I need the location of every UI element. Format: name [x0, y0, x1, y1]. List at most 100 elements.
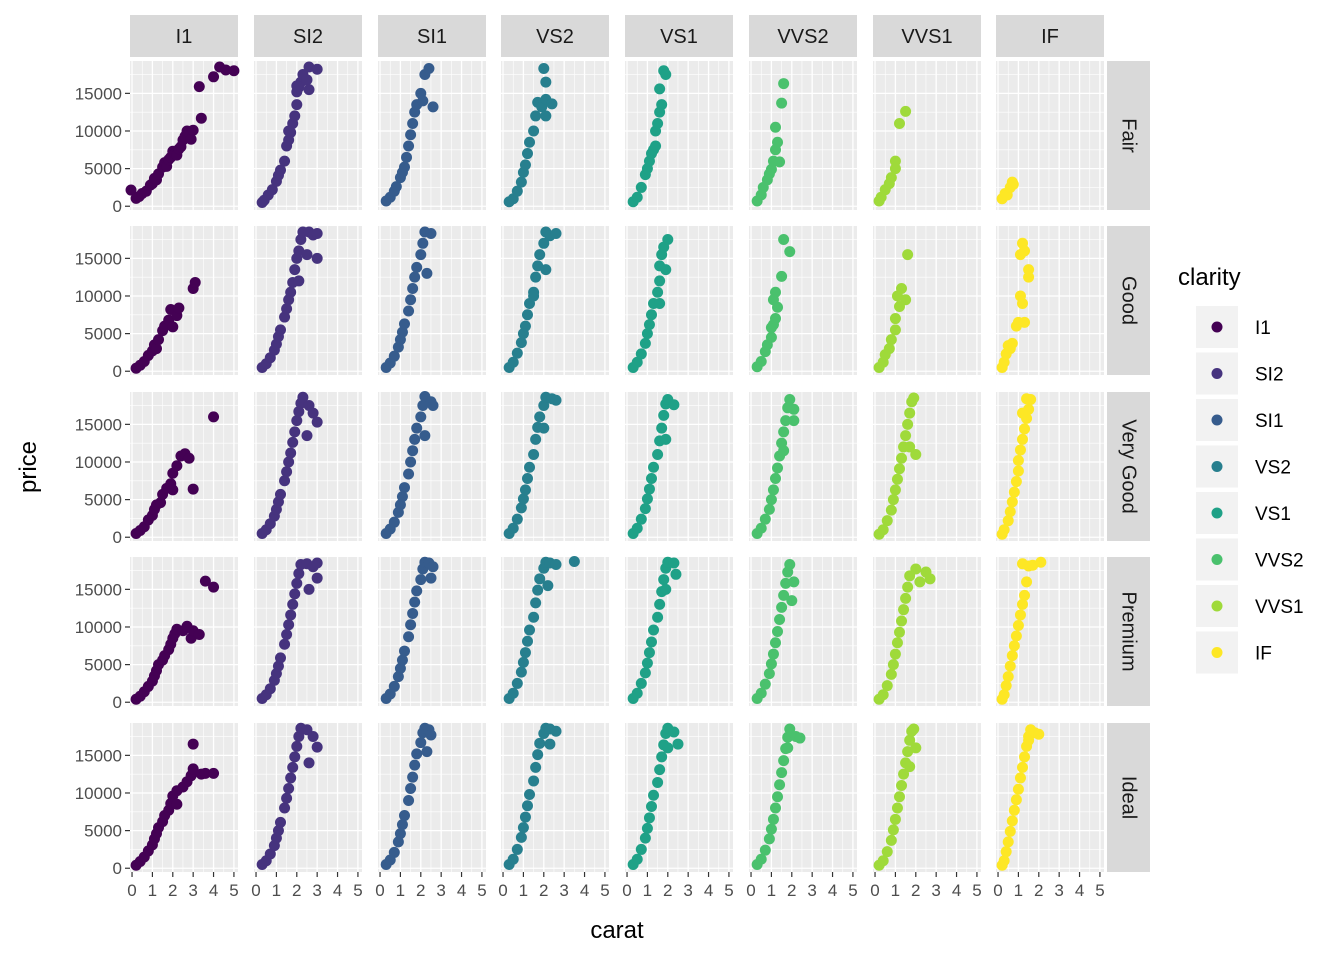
data-point: [652, 611, 664, 623]
legend-swatch: [1211, 554, 1223, 565]
y-tick-label: 15000: [75, 249, 122, 268]
data-point: [515, 831, 527, 843]
data-point: [396, 491, 408, 503]
data-point: [635, 348, 647, 360]
data-point: [772, 791, 784, 803]
legend-label: VS2: [1255, 458, 1291, 479]
data-point: [648, 461, 660, 473]
data-point: [643, 812, 655, 824]
strip-background: [1107, 557, 1150, 706]
legend-item-si1: SI1: [1196, 399, 1284, 441]
data-point: [409, 596, 421, 608]
data-point: [774, 156, 786, 168]
strip-background: [1107, 226, 1150, 375]
data-point: [208, 767, 220, 779]
x-tick-label: 0: [746, 881, 755, 900]
y-tick-label: 10000: [75, 784, 122, 803]
data-point: [409, 759, 421, 771]
data-point: [289, 751, 301, 763]
data-point: [1012, 783, 1024, 795]
data-point: [896, 615, 908, 627]
data-point: [403, 631, 415, 643]
points-group: [996, 724, 1045, 871]
data-point: [887, 659, 899, 671]
data-point: [755, 355, 767, 367]
points-group: [751, 234, 796, 373]
data-point: [311, 63, 323, 75]
panel-very-good-if: [996, 392, 1104, 541]
data-point: [639, 832, 651, 844]
y-tick-label: 10000: [75, 618, 122, 637]
data-point: [285, 609, 297, 621]
data-point: [769, 473, 781, 485]
x-tick-label: 0: [251, 881, 260, 900]
x-tick-label: 5: [724, 881, 733, 900]
data-point: [528, 125, 540, 137]
data-point: [291, 415, 303, 427]
data-point: [187, 124, 199, 136]
x-tick-label: 4: [333, 881, 342, 900]
panels-layer: [125, 61, 1104, 872]
y-axis-title: price: [15, 441, 42, 493]
points-group: [130, 575, 220, 705]
legend-item-vvs1: VVS1: [1196, 585, 1304, 627]
data-point: [544, 738, 556, 750]
data-point: [778, 589, 790, 601]
data-point: [185, 133, 197, 145]
data-point: [394, 662, 406, 674]
panel-background: [996, 392, 1104, 541]
panel-ideal-vs2: [501, 722, 609, 872]
data-point: [293, 731, 305, 743]
x-tick-label: 1: [272, 881, 281, 900]
data-point: [643, 319, 655, 331]
data-point: [1000, 846, 1012, 858]
x-tick-label: 1: [643, 881, 652, 900]
data-point: [311, 741, 323, 753]
data-point: [530, 433, 542, 445]
y-tick-label: 0: [113, 362, 122, 381]
data-point: [896, 282, 908, 294]
y-tick-label: 5000: [84, 822, 122, 841]
data-point: [189, 276, 201, 288]
panel-very-good-vs1: [625, 392, 733, 541]
data-point: [303, 757, 315, 769]
data-point: [519, 484, 531, 496]
data-point: [1021, 393, 1033, 405]
data-point: [528, 290, 540, 302]
data-point: [153, 334, 165, 346]
data-point: [893, 791, 905, 803]
data-point: [534, 573, 546, 585]
data-point: [507, 522, 519, 534]
data-point: [631, 687, 643, 699]
data-point: [407, 117, 419, 129]
data-point: [289, 588, 301, 600]
panel-premium-i1: [130, 557, 238, 706]
data-point: [568, 556, 580, 568]
data-point: [908, 392, 920, 404]
data-point: [889, 163, 901, 175]
points-group: [873, 105, 912, 207]
data-point: [409, 433, 421, 445]
points-group: [751, 559, 800, 704]
data-point: [660, 433, 672, 445]
data-point: [910, 742, 922, 754]
data-point: [788, 415, 800, 427]
strip-row-ideal: Ideal: [1107, 723, 1150, 872]
data-point: [631, 191, 643, 203]
data-point: [279, 475, 291, 487]
data-point: [528, 448, 540, 460]
data-point: [763, 833, 775, 845]
panel-very-good-vs2: [501, 391, 609, 541]
data-point: [784, 246, 796, 258]
data-point: [755, 522, 767, 534]
data-point: [398, 645, 410, 657]
data-point: [521, 148, 533, 160]
data-point: [515, 176, 527, 188]
y-tick-label: 10000: [75, 453, 122, 472]
panel-premium-if: [996, 556, 1104, 706]
data-point: [648, 789, 660, 801]
y-tick-label: 5000: [84, 656, 122, 675]
data-point: [889, 324, 901, 336]
strip-col-si1: SI1: [378, 15, 486, 57]
data-point: [788, 403, 800, 415]
